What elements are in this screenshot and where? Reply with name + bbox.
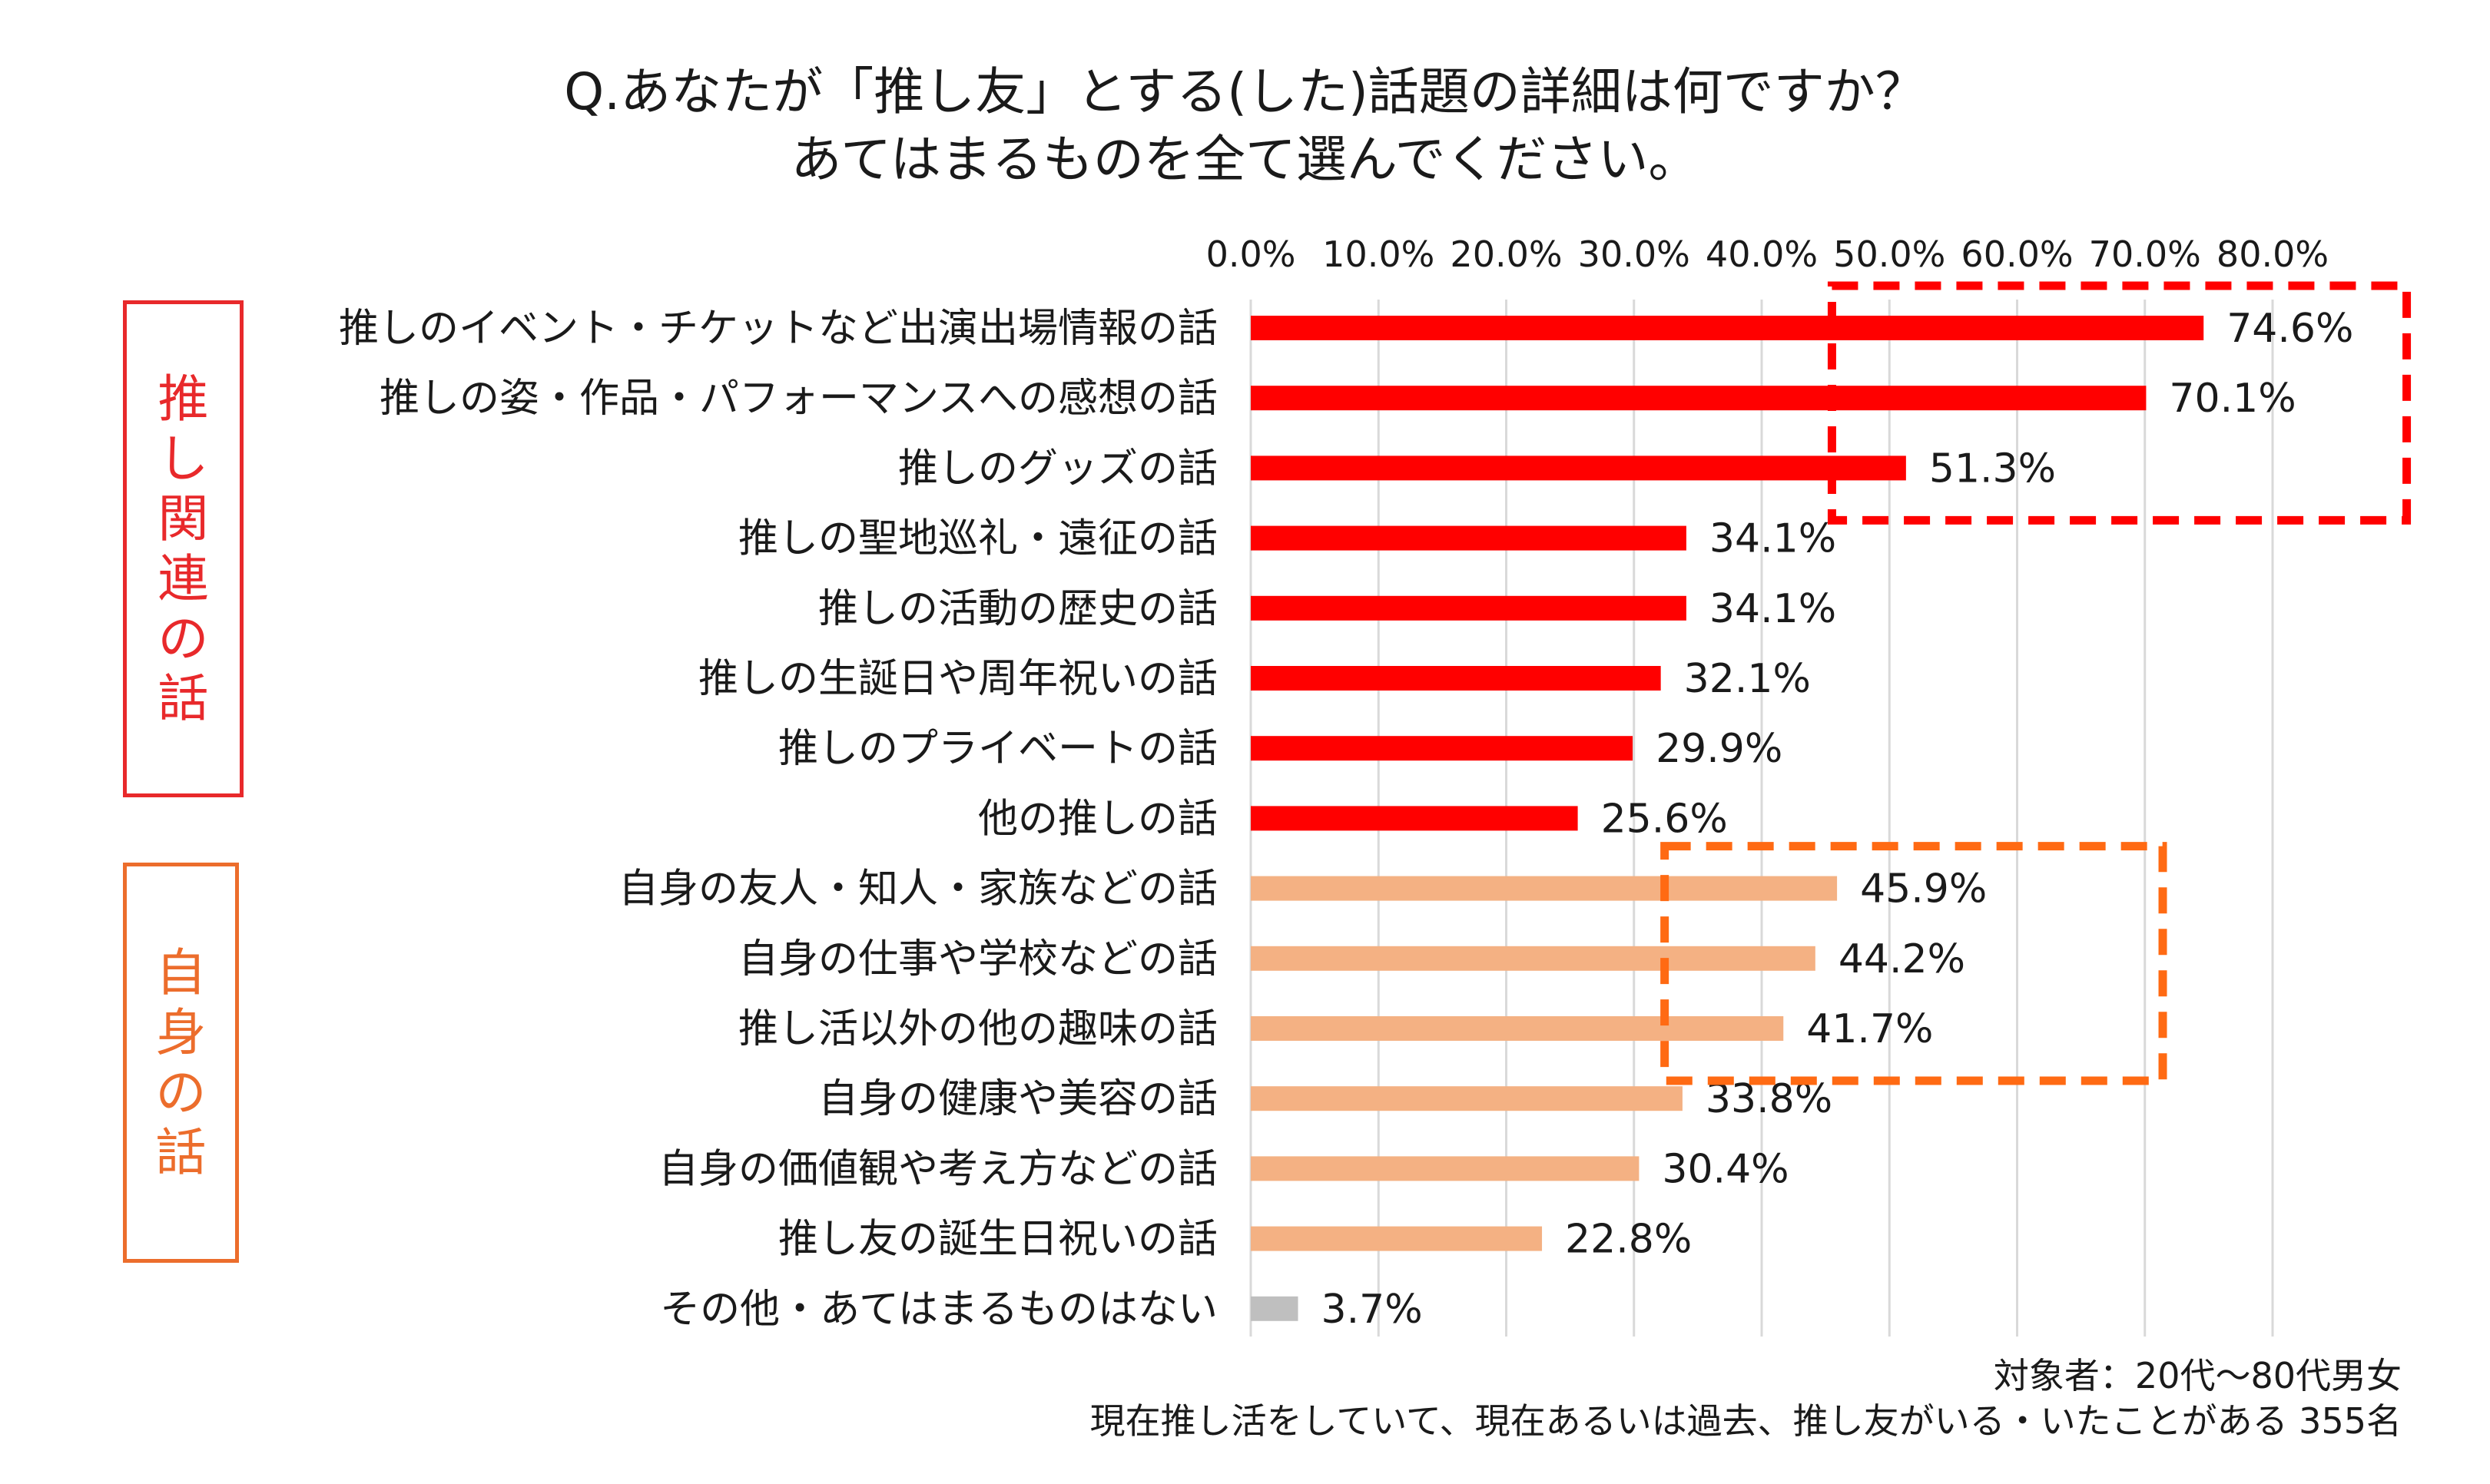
data-label: 70.1%	[2169, 376, 2296, 422]
category-label: 自身の仕事や学校などの話	[738, 936, 1218, 982]
group-label-oshi-char: し	[157, 429, 209, 489]
group-box-oshi-related: 推し関連の話	[123, 300, 244, 797]
category-label: 他の推しの話	[978, 796, 1218, 842]
bar	[1251, 946, 1815, 971]
category-label: その他・あてはまるものはない	[660, 1287, 1218, 1333]
category-label: 推し活以外の他の趣味の話	[738, 1006, 1218, 1052]
category-label: 推しの姿・作品・パフォーマンスへの感想の話	[380, 376, 1218, 422]
group-label-oshi-char: 関	[157, 489, 209, 548]
highlight-box	[1660, 842, 2167, 1085]
bar	[1251, 1296, 1298, 1321]
data-label: 29.9%	[1656, 726, 1782, 772]
group-label-oshi-char: 推	[157, 369, 209, 429]
category-label: 推しのプライベートの話	[778, 726, 1218, 772]
x-tick-label: 40.0%	[1706, 234, 1818, 275]
category-label: 自身の価値観や考え方などの話	[658, 1146, 1218, 1192]
category-label: 自身の友人・知人・家族などの話	[618, 866, 1218, 913]
bar	[1251, 876, 1838, 901]
category-label: 推しのイベント・チケットなど出演出場情報の話	[339, 306, 1218, 352]
data-label: 41.7%	[1806, 1006, 1933, 1052]
bar	[1251, 525, 1686, 551]
group-label-oshi-char: 連	[157, 548, 209, 608]
category-label: 推しの生誕日や周年祝いの話	[698, 656, 1218, 702]
group-box-self-related: 自身の話	[123, 863, 239, 1263]
data-label: 25.6%	[1601, 796, 1728, 842]
data-label: 22.8%	[1565, 1217, 1692, 1263]
bar	[1251, 1156, 1640, 1181]
category-label: 推し友の誕生日祝いの話	[778, 1217, 1218, 1263]
footnote-sample: 現在推し活をしていて、現在あるいは過去、推し友がいる・いたことがある 355名	[1089, 1400, 2402, 1442]
bar	[1251, 666, 1661, 691]
data-label: 51.3%	[1929, 446, 2056, 492]
chart-title-line1: Q.あなたが「推し友」とする(した)話題の詳細は何ですか？	[564, 62, 1926, 121]
bar	[1251, 1086, 1683, 1111]
x-tick-label: 10.0%	[1322, 234, 1434, 275]
category-label: 自身の健康や美容の話	[818, 1076, 1218, 1122]
category-label: 推しの活動の歴史の話	[818, 586, 1218, 632]
bar	[1251, 1016, 1784, 1041]
bar	[1251, 455, 1906, 481]
group-label-self-char: 話	[155, 1122, 207, 1182]
category-label: 推しのグッズの話	[898, 446, 1218, 492]
x-tick-label: 0.0%	[1206, 234, 1296, 275]
x-tick-label: 70.0%	[2089, 234, 2201, 275]
group-label-oshi-char: 話	[157, 668, 209, 728]
chart-title-line2: あてはまるものを全て選んでください。	[791, 130, 1699, 189]
data-label: 45.9%	[1860, 866, 1987, 913]
group-label-self-char: の	[155, 1062, 207, 1122]
bar	[1251, 386, 2147, 411]
data-label: 34.1%	[1709, 586, 1836, 632]
data-label: 34.1%	[1709, 516, 1836, 562]
highlight-box	[1827, 281, 2412, 525]
group-label-oshi-char: の	[157, 608, 209, 668]
bar	[1251, 736, 1633, 761]
footnote-target: 対象者：20代～80代男女	[1993, 1355, 2402, 1396]
data-label: 30.4%	[1662, 1146, 1789, 1192]
data-label: 3.7%	[1321, 1287, 1423, 1333]
bar	[1251, 806, 1578, 831]
data-label: 74.6%	[2226, 306, 2353, 352]
bar	[1251, 1226, 1543, 1251]
data-label: 44.2%	[1838, 936, 1965, 982]
bar	[1251, 595, 1686, 621]
x-tick-label: 30.0%	[1578, 234, 1690, 275]
bar	[1251, 316, 2204, 340]
category-label: 推しの聖地巡礼・遠征の話	[738, 516, 1218, 562]
x-tick-label: 60.0%	[1961, 234, 2073, 275]
group-label-self-char: 身	[155, 1002, 207, 1062]
data-label: 32.1%	[1684, 656, 1811, 702]
group-label-self-char: 自	[155, 942, 207, 1002]
x-tick-label: 20.0%	[1450, 234, 1562, 275]
x-tick-label: 80.0%	[2216, 234, 2329, 275]
x-tick-label: 50.0%	[1833, 234, 1945, 275]
